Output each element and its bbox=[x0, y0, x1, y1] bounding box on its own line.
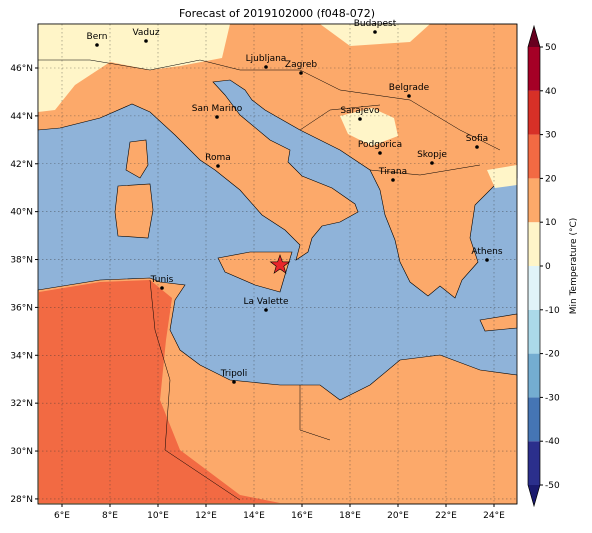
city-label: Ljubljana bbox=[246, 54, 287, 64]
city-dot bbox=[391, 178, 395, 182]
y-tick-label: 30°N bbox=[10, 447, 33, 457]
city-label: Bern bbox=[87, 32, 108, 42]
colorbar-tick-label: 0 bbox=[545, 262, 551, 272]
colorbar-under bbox=[528, 485, 540, 506]
city-label: Belgrade bbox=[389, 83, 430, 93]
corsica bbox=[125, 139, 149, 179]
x-tick-label: 16°E bbox=[291, 511, 313, 521]
city-label: Podgorica bbox=[358, 140, 402, 150]
x-tick-label: 12°E bbox=[195, 511, 217, 521]
city-label: Athens bbox=[471, 247, 502, 257]
title: Forecast of 2019102000 (f048-072) bbox=[179, 7, 375, 20]
y-tick-label: 44°N bbox=[10, 112, 33, 122]
colorbar-tick-label: 10 bbox=[545, 218, 557, 228]
y-tick-label: 36°N bbox=[10, 303, 33, 313]
x-tick-label: 8°E bbox=[102, 511, 118, 521]
colorbar-band bbox=[528, 441, 540, 485]
colorbar-tick-label: 50 bbox=[545, 43, 557, 53]
city-dot bbox=[407, 94, 411, 98]
balkan-cold bbox=[340, 108, 398, 146]
city-label: Zagreb bbox=[285, 60, 317, 70]
colorbar-band bbox=[528, 90, 540, 135]
map-frame bbox=[37, 23, 518, 505]
colorbar-band bbox=[528, 178, 540, 223]
sardinia bbox=[114, 183, 154, 239]
colorbar-band bbox=[528, 397, 540, 442]
colorbar-tick-label: 30 bbox=[545, 131, 557, 141]
colorbar-band bbox=[528, 309, 540, 354]
city-dot bbox=[232, 380, 236, 384]
city-dot bbox=[299, 71, 303, 75]
city-label: San Marino bbox=[192, 104, 243, 114]
city-label: Sarajevo bbox=[340, 106, 380, 116]
city-label: Tirana bbox=[378, 167, 407, 177]
colorbar-tick-label: -10 bbox=[545, 306, 560, 316]
colorbar-tick-label: 20 bbox=[545, 174, 557, 184]
y-tick-label: 40°N bbox=[10, 208, 33, 218]
city-dot bbox=[358, 117, 362, 121]
city-label: Roma bbox=[205, 153, 231, 163]
map: Bern VaduzBudapestLjubljanaZagrebBelgrade… bbox=[37, 19, 518, 505]
colorbar-tick-label: -20 bbox=[545, 350, 560, 360]
colorbar-band bbox=[528, 353, 540, 398]
y-tick-label: 42°N bbox=[10, 160, 33, 170]
city-dot bbox=[215, 115, 219, 119]
city-dot bbox=[264, 308, 268, 312]
city-dot bbox=[216, 164, 220, 168]
x-tick-label: 18°E bbox=[339, 511, 361, 521]
city-dot bbox=[264, 65, 268, 69]
colorbar-tick-label: 40 bbox=[545, 87, 557, 97]
city-label: Tunis bbox=[150, 275, 174, 285]
aegean-cold bbox=[487, 165, 517, 188]
y-tick-label: 32°N bbox=[10, 399, 33, 409]
colorbar-band bbox=[528, 134, 540, 179]
x-tick-label: 22°E bbox=[435, 511, 457, 521]
city-dot bbox=[144, 39, 148, 43]
city-dot bbox=[485, 258, 489, 262]
x-tick-label: 20°E bbox=[387, 511, 409, 521]
x-tick-label: 24°E bbox=[483, 511, 505, 521]
city-label: Skopje bbox=[417, 150, 447, 160]
sahara-warm bbox=[39, 280, 280, 503]
colorbar-tick-label: -50 bbox=[545, 481, 560, 491]
x-tick-label: 14°E bbox=[243, 511, 265, 521]
x-tick-label: 10°E bbox=[147, 511, 169, 521]
alps-cold bbox=[38, 24, 230, 112]
colorbar-over bbox=[528, 26, 540, 47]
city-label: Sofia bbox=[466, 134, 488, 144]
borders bbox=[38, 59, 501, 501]
x-tick-label: 6°E bbox=[54, 511, 70, 521]
city-dot bbox=[160, 286, 164, 290]
y-tick-label: 38°N bbox=[10, 256, 33, 266]
city-dot bbox=[373, 30, 377, 34]
pannonia-cold bbox=[320, 24, 430, 46]
city-dot bbox=[95, 43, 99, 47]
city-label: Vaduz bbox=[132, 28, 159, 38]
colorbar-band bbox=[528, 222, 540, 266]
colorbar-tick-label: -40 bbox=[545, 437, 560, 447]
y-tick-label: 34°N bbox=[10, 351, 33, 361]
y-tick-label: 46°N bbox=[10, 64, 33, 74]
city-dot bbox=[378, 151, 382, 155]
y-tick-label: 28°N bbox=[10, 495, 33, 505]
city-dot bbox=[475, 145, 479, 149]
forecast-point-star bbox=[269, 254, 291, 274]
city-label: La Valette bbox=[244, 297, 289, 307]
colorbar-band bbox=[528, 266, 540, 310]
colorbar-tick-label: -30 bbox=[545, 393, 560, 403]
city-label: Tripoli bbox=[220, 369, 248, 379]
city-dot bbox=[430, 161, 434, 165]
colorbar-label: Min Temperature (°C) bbox=[569, 218, 579, 315]
colorbar-band bbox=[528, 47, 540, 91]
